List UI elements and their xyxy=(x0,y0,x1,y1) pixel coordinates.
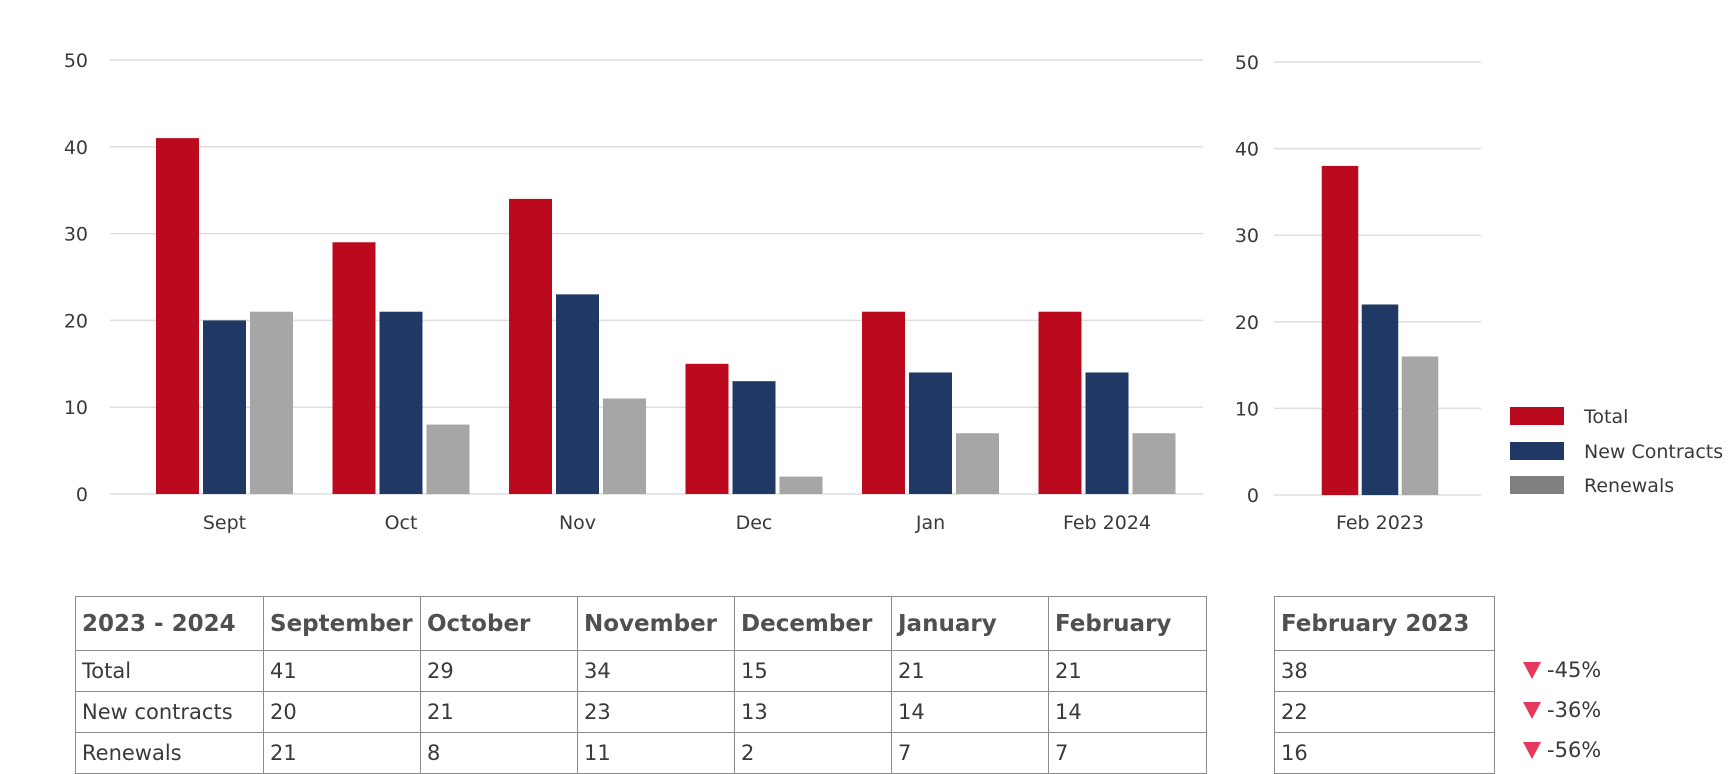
monthly-table: 2023 - 2024 September October November D… xyxy=(75,596,1207,774)
legend-label: Total xyxy=(1583,406,1628,428)
table-cell: 16 xyxy=(1274,732,1495,774)
legend-swatch xyxy=(1510,407,1564,425)
y-tick-label: 30 xyxy=(1235,225,1259,247)
table-row: Renewals 21 8 11 2 7 7 xyxy=(75,732,1207,774)
table-cell: 7 xyxy=(1048,732,1207,774)
table-cell: 22 xyxy=(1274,691,1495,733)
y-tick-label: 30 xyxy=(64,224,88,246)
y-tick-label: 40 xyxy=(64,137,88,159)
table-cell: 11 xyxy=(577,732,735,774)
comparison-table: February 2023 38 22 16 xyxy=(1274,596,1495,774)
table-cell: 13 xyxy=(734,691,892,733)
bar-new-contracts xyxy=(556,294,599,494)
bar-renewals xyxy=(779,476,823,494)
down-triangle-icon xyxy=(1523,701,1541,719)
table-header-row: February 2023 xyxy=(1274,596,1495,651)
table-row: Total 41 29 34 15 21 21 xyxy=(75,650,1207,692)
down-triangle-icon xyxy=(1523,661,1541,679)
x-tick-label: Oct xyxy=(385,512,418,534)
legend-label: Renewals xyxy=(1584,475,1674,497)
y-tick-label: 10 xyxy=(1235,398,1259,420)
change-renewals: -56% xyxy=(1523,730,1601,770)
table-cell: 38 xyxy=(1274,650,1495,692)
table-cell: 34 xyxy=(577,650,735,692)
table-cell: 23 xyxy=(577,691,735,733)
y-tick-label: 40 xyxy=(1235,139,1259,161)
bar-renewals xyxy=(426,424,470,494)
bar-total xyxy=(509,198,552,494)
bar-new-contracts xyxy=(379,311,423,494)
table-header-row: 2023 - 2024 September October November D… xyxy=(75,596,1207,651)
bar-total xyxy=(156,138,199,494)
charts-canvas: 0 10 20 30 40 50 Sept Oct Nov Dec Jan Feb 2024 0 10 20… xyxy=(64,50,1723,534)
table-cell: 29 xyxy=(420,650,578,692)
change-value: -45% xyxy=(1547,658,1602,682)
bar-renewals xyxy=(250,311,293,494)
bar-new-contracts xyxy=(203,320,246,494)
x-tick-label: Sept xyxy=(203,512,246,534)
table-row: New contracts 20 21 23 13 14 14 xyxy=(75,691,1207,733)
legend-swatch xyxy=(1510,476,1564,494)
table-row: 22 xyxy=(1274,691,1495,733)
table-cell: 8 xyxy=(420,732,578,774)
x-tick-label: Nov xyxy=(559,512,596,534)
y-tick-label: 20 xyxy=(64,310,88,332)
table-cell: 21 xyxy=(891,650,1049,692)
bar-renewals xyxy=(1132,433,1176,494)
table-cell: 41 xyxy=(263,650,421,692)
bar-total xyxy=(1321,165,1359,496)
y-tick-label: 10 xyxy=(64,397,88,419)
table-header-november: November xyxy=(577,596,735,651)
bar-new-contracts xyxy=(1085,372,1129,494)
table-cell: 21 xyxy=(420,691,578,733)
bar-renewals xyxy=(1401,356,1439,495)
y-tick-label: 20 xyxy=(1235,312,1259,334)
down-triangle-icon xyxy=(1523,741,1541,759)
table-cell: 2 xyxy=(734,732,892,774)
table-header-october: October xyxy=(420,596,578,651)
table-header-september: September xyxy=(263,596,421,651)
table-header-february: February xyxy=(1048,596,1207,651)
x-tick-label: Feb 2023 xyxy=(1336,512,1424,534)
x-tick-label: Dec xyxy=(736,512,773,534)
table-cell: 14 xyxy=(891,691,1049,733)
y-tick-label: 0 xyxy=(1247,485,1259,507)
y-tick-label: 0 xyxy=(76,484,88,506)
change-total: -45% xyxy=(1523,650,1601,690)
table-cell: 7 xyxy=(891,732,1049,774)
legend-label: New Contracts xyxy=(1584,441,1723,463)
table-cell: 21 xyxy=(1048,650,1207,692)
table-row: 38 xyxy=(1274,650,1495,692)
table-cell: 21 xyxy=(263,732,421,774)
table-header-february-2023: February 2023 xyxy=(1274,596,1495,651)
table-header-period: 2023 - 2024 xyxy=(75,596,264,651)
bar-new-contracts xyxy=(1361,304,1399,495)
bar-renewals xyxy=(603,398,646,494)
table-cell: 14 xyxy=(1048,691,1207,733)
y-tick-label: 50 xyxy=(64,50,88,72)
table-header-december: December xyxy=(734,596,892,651)
bar-renewals xyxy=(956,433,999,494)
bar-new-contracts xyxy=(732,381,776,494)
table-cell: Renewals xyxy=(75,732,264,774)
x-tick-label: Jan xyxy=(915,512,945,534)
change-indicators: -45% -36% -56% xyxy=(1523,650,1601,770)
table-cell: Total xyxy=(75,650,264,692)
bar-total xyxy=(332,242,376,494)
legend-swatch xyxy=(1510,442,1564,460)
bar-total xyxy=(862,311,905,494)
y-tick-label: 50 xyxy=(1235,52,1259,74)
change-value: -56% xyxy=(1547,738,1602,762)
x-tick-label: Feb 2024 xyxy=(1063,512,1151,534)
bar-total xyxy=(1038,311,1082,494)
table-cell: 20 xyxy=(263,691,421,733)
table-header-january: January xyxy=(891,596,1049,651)
bar-total xyxy=(685,363,729,494)
change-value: -36% xyxy=(1547,698,1602,722)
table-cell: New contracts xyxy=(75,691,264,733)
change-new-contracts: -36% xyxy=(1523,690,1601,730)
bar-new-contracts xyxy=(909,372,952,494)
table-cell: 15 xyxy=(734,650,892,692)
table-row: 16 xyxy=(1274,732,1495,774)
